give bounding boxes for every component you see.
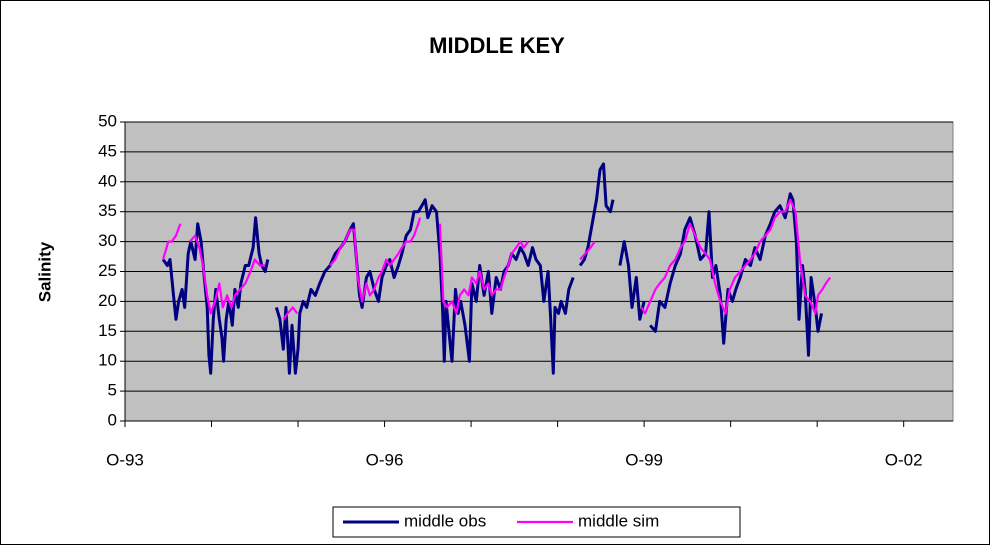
y-tick-label: 0 — [108, 410, 117, 429]
y-tick-label: 10 — [98, 351, 117, 370]
legend-label: middle sim — [578, 511, 659, 530]
x-tick-label: O-99 — [625, 450, 663, 469]
x-tick-label: O-93 — [106, 450, 144, 469]
y-tick-label: 35 — [98, 201, 117, 220]
y-tick-label: 45 — [98, 141, 117, 160]
y-axis-label: Salinity — [35, 241, 54, 302]
chart-title: MIDDLE KEY — [429, 33, 565, 58]
x-tick-label: O-02 — [885, 450, 923, 469]
y-tick-label: 40 — [98, 171, 117, 190]
y-tick-label: 30 — [98, 231, 117, 250]
legend-label: middle obs — [404, 511, 486, 530]
y-tick-label: 50 — [98, 111, 117, 130]
y-tick-label: 20 — [98, 291, 117, 310]
y-tick-label: 5 — [108, 381, 117, 400]
y-tick-label: 15 — [98, 321, 117, 340]
x-tick-label: O-96 — [366, 450, 404, 469]
y-tick-label: 25 — [98, 261, 117, 280]
series-line — [162, 198, 831, 320]
